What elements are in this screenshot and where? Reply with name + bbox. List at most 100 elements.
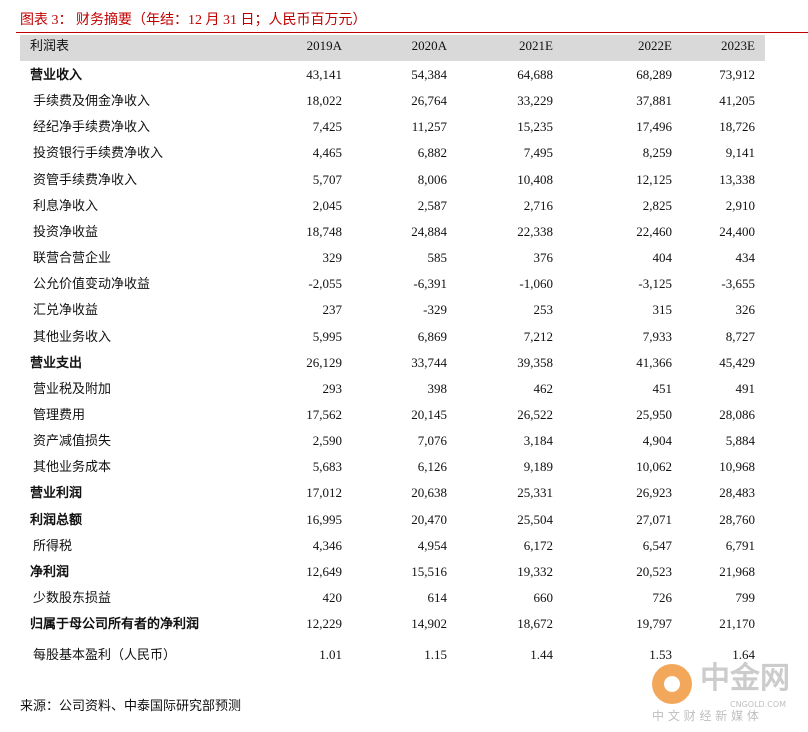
cell: -3,655 — [721, 276, 755, 292]
cell: 14,902 — [411, 616, 447, 632]
cell: 18,672 — [517, 616, 553, 632]
cell: 329 — [322, 250, 343, 266]
cell: 21,968 — [719, 563, 755, 579]
row-label: 利润总额 — [30, 511, 83, 527]
row-label: 所得税 — [33, 537, 73, 553]
cell: 434 — [735, 250, 756, 266]
cell: 18,748 — [306, 223, 342, 239]
cell: 20,638 — [411, 485, 447, 501]
cell: 6,126 — [417, 459, 447, 475]
cell: 4,346 — [312, 537, 342, 553]
cell: 2,590 — [312, 433, 342, 449]
row-label: 资管手续费净收入 — [33, 171, 138, 187]
cell: 24,884 — [411, 223, 447, 239]
cell: 17,012 — [306, 485, 342, 501]
cell: 6,172 — [523, 537, 553, 553]
cell: 41,205 — [719, 93, 755, 109]
cell: 462 — [533, 380, 554, 396]
watermark-slogan: 中 文 财 经 新 媒 体 — [652, 709, 759, 723]
cell: 11,257 — [411, 119, 447, 135]
cell: 7,212 — [523, 328, 553, 344]
cell: 12,229 — [306, 616, 342, 632]
cell: 2,045 — [312, 197, 342, 213]
cell: -329 — [423, 302, 447, 318]
title: 图表 3： 财务摘要（年结：12 月 31 日；人民币百万元） — [20, 13, 367, 28]
cell: 10,968 — [719, 459, 755, 475]
cell: 326 — [735, 302, 756, 318]
cell: 660 — [533, 590, 554, 605]
row-label: 其他业务成本 — [33, 459, 112, 475]
cell: 1.53 — [649, 647, 672, 663]
cell: 20,523 — [636, 563, 672, 579]
cell: 20,145 — [411, 406, 447, 422]
cell: 398 — [427, 380, 448, 396]
cell: 1.01 — [319, 647, 342, 663]
cell: 18,726 — [719, 119, 755, 135]
cell: 41,366 — [636, 354, 672, 370]
cell: 451 — [652, 380, 673, 396]
title-rule — [16, 32, 808, 33]
cell: 43,141 — [306, 67, 342, 82]
cell: 22,338 — [517, 223, 553, 239]
cell: 8,259 — [642, 145, 672, 161]
row-label: 每股基本盈利（人民币） — [33, 647, 177, 663]
cell: 420 — [322, 590, 343, 605]
cell: 12,125 — [636, 171, 672, 187]
cell: 6,882 — [417, 145, 447, 161]
cell: 1.15 — [424, 647, 447, 663]
row-label: 汇兑净收益 — [33, 302, 99, 318]
cell: 27,071 — [636, 511, 672, 527]
cell: 28,760 — [719, 511, 755, 527]
cell: 2,716 — [523, 197, 553, 213]
cell: 5,995 — [312, 328, 342, 344]
cell: 15,235 — [517, 119, 553, 135]
cell: 7,933 — [642, 328, 672, 344]
cell: 68,289 — [636, 67, 672, 82]
column-header: 2019A — [306, 38, 342, 53]
cell: 614 — [427, 590, 448, 605]
cell: 10,408 — [517, 171, 553, 187]
cell: 45,429 — [719, 354, 755, 370]
cell: 1.64 — [732, 647, 755, 663]
cell: 5,683 — [312, 459, 342, 475]
cell: 25,504 — [517, 511, 553, 527]
cell: 33,229 — [517, 93, 553, 109]
cell: 26,764 — [411, 93, 447, 109]
cell: 1.44 — [530, 647, 553, 663]
cell: 9,189 — [523, 459, 553, 475]
cell: 25,950 — [636, 406, 672, 422]
source: 来源：公司资料、中泰国际研究部预测 — [20, 698, 242, 713]
cell: 3,184 — [523, 433, 553, 449]
cell: 5,884 — [725, 433, 755, 449]
cell: 17,562 — [306, 406, 342, 422]
row-label: 投资净收益 — [33, 223, 99, 239]
cell: 28,483 — [719, 485, 755, 501]
cell: 6,547 — [642, 537, 672, 553]
cell: 39,358 — [517, 354, 553, 370]
cell: 404 — [652, 250, 673, 266]
cell: 5,707 — [312, 171, 342, 187]
cell: 73,912 — [719, 67, 755, 82]
row-label: 手续费及佣金净收入 — [33, 93, 151, 109]
cell: 20,470 — [411, 511, 447, 527]
row-label: 管理费用 — [33, 406, 86, 422]
cell: 19,332 — [517, 563, 553, 579]
cell: 315 — [652, 302, 673, 318]
cell: 10,062 — [636, 459, 672, 475]
row-label: 营业税及附加 — [33, 380, 112, 396]
watermark-logo-inner — [664, 676, 680, 692]
cell: 24,400 — [719, 223, 755, 239]
cell: -6,391 — [413, 276, 447, 292]
row-label: 归属于母公司所有者的净利润 — [30, 616, 200, 632]
row-label: 联营合营企业 — [33, 250, 112, 266]
cell: 17,496 — [636, 119, 672, 135]
cell: 21,170 — [719, 616, 755, 632]
watermark-brand: 中金网 — [700, 661, 790, 696]
cell: 6,869 — [417, 328, 447, 344]
cell: -2,055 — [308, 276, 342, 292]
cell: -1,060 — [519, 276, 553, 292]
row-label: 其他业务收入 — [33, 328, 112, 344]
cell: 7,076 — [417, 433, 447, 449]
cell: 26,129 — [306, 354, 342, 370]
cell: 9,141 — [725, 145, 755, 161]
